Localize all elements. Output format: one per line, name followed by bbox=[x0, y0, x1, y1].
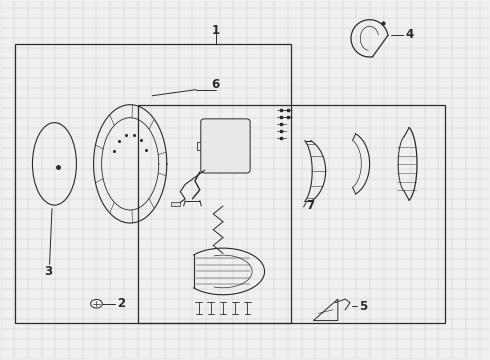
Text: 3: 3 bbox=[45, 265, 52, 278]
Text: 4: 4 bbox=[406, 28, 414, 41]
Text: 1: 1 bbox=[212, 24, 220, 37]
Text: 2: 2 bbox=[117, 297, 125, 310]
Text: 5: 5 bbox=[359, 300, 368, 313]
FancyBboxPatch shape bbox=[201, 119, 250, 173]
Bar bbox=[15, 44, 292, 323]
Text: 7: 7 bbox=[306, 199, 315, 212]
Bar bbox=[172, 202, 180, 206]
Bar bbox=[138, 105, 445, 323]
Text: 6: 6 bbox=[212, 78, 220, 91]
